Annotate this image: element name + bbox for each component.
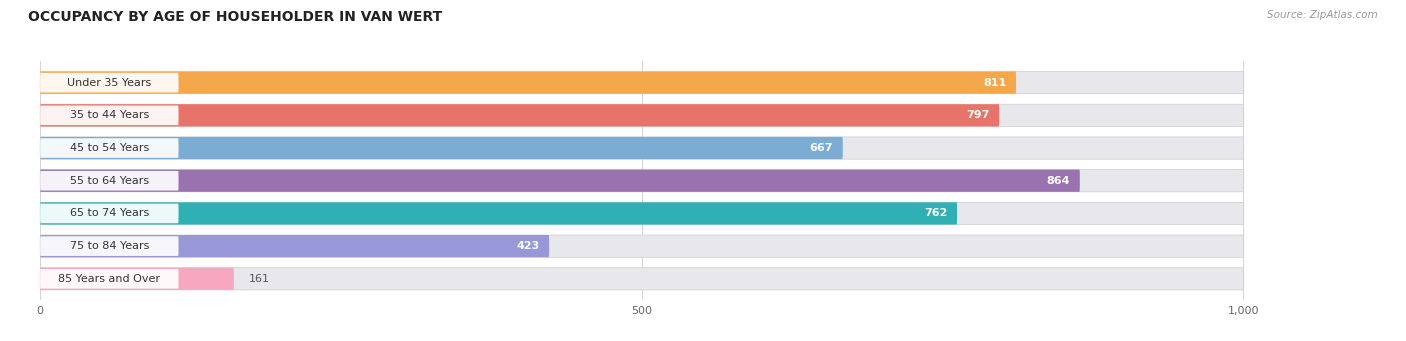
Text: 75 to 84 Years: 75 to 84 Years <box>70 241 149 251</box>
FancyBboxPatch shape <box>41 235 550 257</box>
FancyBboxPatch shape <box>41 72 1017 94</box>
Text: 35 to 44 Years: 35 to 44 Years <box>70 110 149 120</box>
Text: 811: 811 <box>983 78 1007 88</box>
FancyBboxPatch shape <box>41 104 1000 127</box>
FancyBboxPatch shape <box>41 169 1243 192</box>
FancyBboxPatch shape <box>41 202 1243 224</box>
FancyBboxPatch shape <box>41 268 1243 290</box>
FancyBboxPatch shape <box>41 137 1243 159</box>
Text: 797: 797 <box>966 110 990 120</box>
Text: 55 to 64 Years: 55 to 64 Years <box>70 176 149 186</box>
Text: 762: 762 <box>924 208 948 219</box>
FancyBboxPatch shape <box>41 269 179 288</box>
FancyBboxPatch shape <box>41 236 179 256</box>
FancyBboxPatch shape <box>41 138 179 158</box>
Text: 65 to 74 Years: 65 to 74 Years <box>70 208 149 219</box>
FancyBboxPatch shape <box>41 73 179 92</box>
Text: Source: ZipAtlas.com: Source: ZipAtlas.com <box>1267 10 1378 20</box>
FancyBboxPatch shape <box>41 169 1080 192</box>
FancyBboxPatch shape <box>41 202 957 224</box>
Text: OCCUPANCY BY AGE OF HOUSEHOLDER IN VAN WERT: OCCUPANCY BY AGE OF HOUSEHOLDER IN VAN W… <box>28 10 443 24</box>
FancyBboxPatch shape <box>41 72 1243 94</box>
FancyBboxPatch shape <box>41 204 179 223</box>
FancyBboxPatch shape <box>41 105 179 125</box>
Text: 423: 423 <box>516 241 540 251</box>
Text: 85 Years and Over: 85 Years and Over <box>58 274 160 284</box>
FancyBboxPatch shape <box>41 104 1243 127</box>
Text: 864: 864 <box>1046 176 1070 186</box>
Text: 667: 667 <box>810 143 834 153</box>
FancyBboxPatch shape <box>41 268 233 290</box>
FancyBboxPatch shape <box>41 137 842 159</box>
Text: Under 35 Years: Under 35 Years <box>67 78 152 88</box>
Text: 45 to 54 Years: 45 to 54 Years <box>70 143 149 153</box>
Text: 161: 161 <box>249 274 270 284</box>
FancyBboxPatch shape <box>41 171 179 191</box>
FancyBboxPatch shape <box>41 235 1243 257</box>
